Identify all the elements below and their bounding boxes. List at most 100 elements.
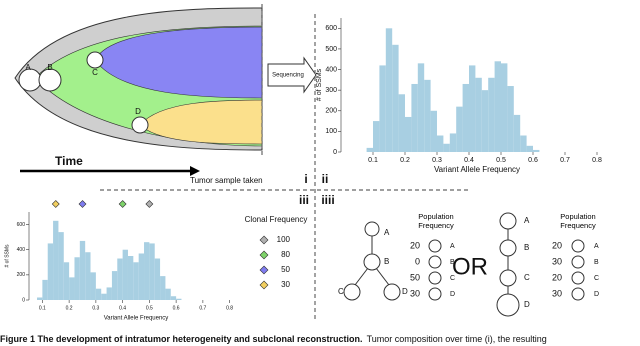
- y-tick-label: 100: [325, 128, 337, 135]
- population-icon: [428, 271, 442, 285]
- tree-node: [499, 212, 517, 230]
- legend-label: 100: [277, 235, 291, 244]
- node-label: A: [384, 228, 390, 237]
- bar: [111, 271, 118, 300]
- frequency: 0: [415, 256, 420, 266]
- y-tick-label: 400: [17, 247, 26, 253]
- x-tick-label: 0.3: [92, 305, 99, 311]
- panel-label: iiii: [321, 193, 334, 207]
- x-tick-label: 0.3: [432, 157, 442, 164]
- bar: [405, 116, 412, 152]
- bar: [133, 262, 139, 300]
- y-tick-label: 600: [325, 25, 337, 32]
- x-tick-label: 0.5: [146, 305, 153, 311]
- bar: [392, 44, 399, 152]
- population-icon: [428, 239, 442, 253]
- bar: [53, 220, 59, 300]
- caption: Figure 1 The development of intratumor h…: [0, 334, 547, 344]
- table-title-box: Population Frequency: [560, 212, 595, 230]
- node-label: A: [524, 216, 530, 225]
- clone-b: [38, 68, 62, 92]
- legend-label: 50: [281, 265, 290, 274]
- tree-node: [363, 253, 381, 271]
- population-icon: [428, 255, 442, 269]
- bar: [456, 106, 463, 152]
- node-label: B: [384, 257, 389, 266]
- clone-label: B: [450, 259, 455, 266]
- node-label: B: [524, 243, 529, 252]
- bar: [117, 258, 123, 300]
- clone-c: [86, 51, 104, 69]
- tree-node: [383, 283, 401, 301]
- tree-node: [364, 221, 380, 237]
- frequency: 20: [552, 240, 562, 250]
- x-tick-label: 0.5: [496, 157, 506, 164]
- bar: [533, 149, 540, 152]
- bar: [101, 293, 107, 300]
- tree-node: [499, 239, 517, 257]
- legend-label: 30: [281, 280, 290, 289]
- x-tick-label: 0.6: [173, 305, 180, 311]
- clone-a: [18, 68, 42, 92]
- y-tick-label: 300: [325, 87, 337, 94]
- clone-label: C: [92, 68, 98, 77]
- tree-edge: [354, 267, 369, 286]
- bar: [90, 272, 96, 300]
- tree-edge: [375, 267, 390, 286]
- clone-d: [131, 116, 149, 134]
- x-tick-label: 0.1: [39, 305, 46, 311]
- table-title: Population Frequency: [418, 212, 454, 230]
- population-icon: [571, 287, 585, 301]
- node-label: C: [338, 287, 344, 296]
- tree-left: A B C D: [338, 221, 408, 301]
- legend-swatch: [259, 280, 269, 290]
- x-tick-label: 0.8: [592, 157, 602, 164]
- y-axis-label: # of SSMs: [4, 244, 10, 268]
- panel-label: i: [304, 172, 307, 186]
- x-tick-label: 0.2: [400, 157, 410, 164]
- tree-node: [343, 283, 361, 301]
- bar: [411, 83, 418, 152]
- bar: [481, 90, 489, 152]
- node-label: D: [402, 287, 408, 296]
- clone-label: C: [594, 275, 599, 282]
- legend-swatch: [259, 265, 269, 275]
- clone-label: A: [450, 243, 455, 250]
- x-axis-label: Variant Allele Frequency: [434, 165, 520, 174]
- table-title-box: Population Frequency: [418, 212, 454, 230]
- marker: [118, 200, 127, 208]
- bar: [170, 296, 177, 300]
- bar: [449, 133, 457, 152]
- bar: [106, 287, 112, 300]
- time-arrowhead: [190, 166, 200, 176]
- bar: [373, 121, 380, 152]
- panel-label: iii: [299, 193, 309, 207]
- legend-swatch: [259, 235, 269, 245]
- frequency: 30: [552, 256, 562, 266]
- bar: [154, 258, 161, 300]
- clone-label: A: [25, 63, 31, 72]
- bar: [462, 83, 469, 152]
- legend-swatch: [259, 250, 269, 260]
- frequency: 30: [552, 288, 562, 298]
- bar: [63, 262, 70, 300]
- frequency: 20: [410, 240, 420, 250]
- bar: [469, 65, 476, 152]
- bar: [513, 114, 521, 152]
- y-tick-label: 600: [17, 222, 26, 228]
- caption-text: Tumor composition over time (i), the res…: [367, 334, 547, 344]
- marker: [145, 200, 154, 208]
- bar: [520, 135, 527, 152]
- bar: [138, 253, 145, 300]
- y-tick-label: 0: [333, 149, 337, 156]
- bar: [475, 77, 482, 152]
- population-icon: [571, 239, 585, 253]
- bar: [398, 94, 405, 152]
- clone-label: B: [594, 259, 599, 266]
- clone-label: D: [594, 291, 599, 298]
- bar: [85, 252, 91, 300]
- tree-node: [496, 293, 520, 317]
- bar: [165, 288, 171, 300]
- clone-label: C: [450, 275, 455, 282]
- time-label: Time: [55, 154, 83, 168]
